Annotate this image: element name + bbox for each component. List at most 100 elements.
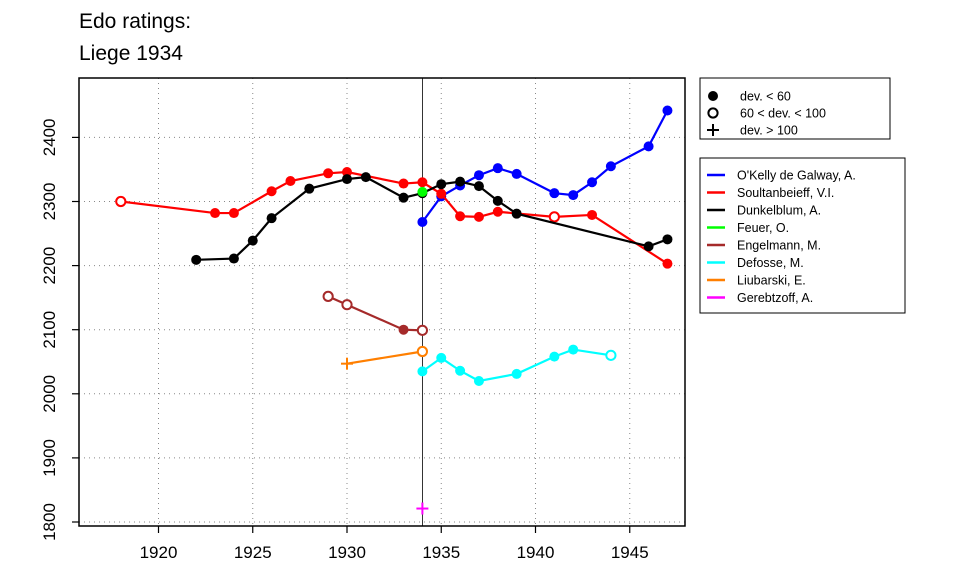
data-point [662,234,673,245]
series-line [196,176,668,261]
y-tick-label: 2400 [40,118,59,156]
data-point [416,502,429,515]
plot-frame [78,77,686,527]
data-point [605,161,616,172]
data-point [662,105,673,116]
y-tick-label: 2300 [40,183,59,221]
series-legend-label: Defosse, M. [737,256,804,270]
grid [79,78,685,526]
series-legend-label: Feuer, O. [737,221,789,235]
series-0 [417,105,673,228]
series-legend-label: Engelmann, M. [737,239,821,253]
data-point [473,375,484,386]
data-point [436,179,447,190]
series-legend-label: Soultanbeieff, V.I. [737,186,834,200]
data-point [605,349,617,361]
data-point [473,170,484,181]
y-tick-label: 2200 [40,247,59,285]
data-point [417,366,428,377]
series-legend-label: Liubarski, E. [737,274,806,288]
data-point [455,211,466,222]
data-point [341,357,353,370]
data-point [342,174,352,185]
series-3 [417,186,428,197]
data-point [266,186,277,197]
series-line [421,109,669,223]
data-point [417,217,428,228]
x-tick-label: 1930 [328,543,366,562]
series-legend: O'Kelly de Galway, A. Soultanbeieff, V.I.… [699,157,906,314]
series-line [327,295,423,332]
series-legend-label: O'Kelly de Galway, A. [737,169,856,183]
data-point [416,324,428,336]
data-point [323,168,334,179]
data-point [398,324,409,335]
series-legend-label: Dunkelblum, A. [737,204,821,218]
x-tick-label: 1920 [140,543,178,562]
x-tick-label: 1945 [611,543,649,562]
data-point [473,211,484,222]
data-point [587,177,598,188]
series-4 [322,290,428,336]
series-legend-box [699,157,906,314]
data-point [511,168,522,179]
series-group [115,105,673,515]
data-point [416,345,428,358]
x-tick-label: 1935 [422,543,460,562]
series-legend-label: Gerebtzoff, A. [737,291,813,305]
data-point [708,91,718,101]
data-point [266,213,277,224]
data-point [492,206,503,217]
marker-legend-label: dev. < 60 [740,90,791,104]
data-point [285,175,296,186]
data-point [643,141,654,152]
data-point [707,124,719,136]
data-point [398,178,409,189]
data-point [473,181,484,192]
y-axis: 1800 1900 2000 2100 2200 2300 2400 [40,118,79,541]
marker-legend-box [699,77,891,140]
data-point [492,163,503,174]
data-point [511,368,522,379]
data-point [304,183,315,194]
data-point [247,235,258,246]
series-line [120,170,669,265]
data-point [228,208,239,219]
marker-legend-label: 60 < dev. < 100 [740,107,826,121]
chart-subtitle: Liege 1934 [79,42,183,65]
data-point [511,208,522,219]
series-6 [341,345,428,370]
data-point [342,167,352,178]
data-point [587,209,598,220]
series-1 [115,167,673,269]
data-point [115,195,127,208]
data-point [707,107,719,119]
y-tick-label: 1800 [40,503,59,541]
data-point [662,258,673,269]
data-point [548,211,560,223]
y-tick-label: 2000 [40,375,59,413]
data-point [322,290,334,302]
series-2 [191,172,673,265]
marker-legend-label: dev. > 100 [740,124,798,138]
data-point [568,190,579,201]
data-point [341,299,353,311]
data-point [455,176,466,187]
y-tick-label: 1900 [40,439,59,477]
data-point [436,352,447,363]
data-point [492,195,503,206]
data-point [643,241,654,252]
data-point [436,188,447,199]
data-point [455,365,466,376]
data-point [568,344,579,355]
series-line [346,350,423,365]
x-axis: 1920 1925 1930 1935 1940 1945 [140,526,649,562]
chart-title: Edo ratings: [79,10,192,33]
y-tick-label: 2100 [40,311,59,349]
data-point [398,192,409,203]
data-point [549,351,560,362]
data-point [417,186,428,197]
data-point [360,172,371,183]
data-point [228,253,239,264]
